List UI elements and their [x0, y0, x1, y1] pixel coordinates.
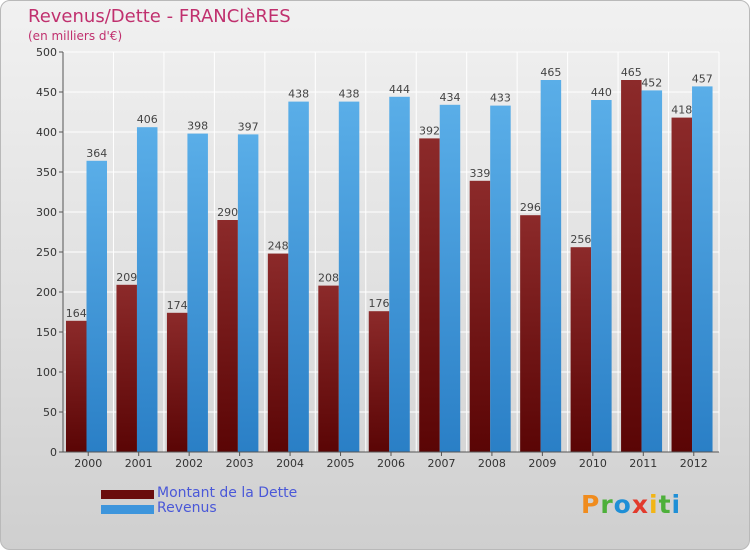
data-label-debt: 248	[268, 240, 289, 253]
y-tick-label: 450	[36, 86, 57, 99]
logo-letter: P	[581, 490, 601, 519]
data-label-debt: 290	[217, 206, 238, 219]
data-label-debt: 465	[621, 66, 642, 79]
y-tick-label: 0	[50, 446, 57, 459]
x-tick-label: 2004	[276, 457, 304, 470]
legend-label-debt: Montant de la Dette	[157, 485, 298, 501]
bar-revenue	[641, 90, 663, 453]
bar-revenue	[338, 101, 360, 452]
x-tick-label: 2007	[427, 457, 455, 470]
logo-letter: o	[613, 490, 632, 519]
x-tick-label: 2009	[528, 457, 556, 470]
data-label-debt: 174	[167, 299, 188, 312]
chart-title: Revenus/Dette - FRANClèRES	[28, 6, 291, 27]
bar-revenue	[439, 104, 461, 453]
logo-letter: r	[600, 490, 614, 519]
bar-debt	[116, 284, 137, 452]
x-tick-label: 2003	[226, 457, 254, 470]
x-tick-label: 2005	[327, 457, 355, 470]
y-tick-label: 250	[36, 246, 57, 259]
x-tick-label: 2006	[377, 457, 405, 470]
data-label-revenue: 438	[339, 88, 360, 101]
chart-subtitle: (en milliers d'€)	[28, 29, 123, 43]
bar-debt	[570, 247, 592, 452]
logo-letter: x	[631, 490, 649, 519]
x-tick-label: 2008	[478, 457, 506, 470]
data-label-revenue: 457	[692, 72, 713, 85]
bar-revenue	[540, 80, 562, 452]
bar-debt	[318, 285, 339, 452]
bar-revenue	[591, 100, 612, 452]
data-label-revenue: 465	[540, 66, 561, 79]
bar-debt	[66, 320, 87, 452]
data-label-revenue: 438	[288, 88, 309, 101]
y-tick-label: 100	[36, 366, 57, 379]
data-label-revenue: 452	[641, 76, 662, 89]
bar-revenue	[86, 160, 107, 453]
bar-debt	[469, 180, 491, 453]
x-tick-label: 2011	[629, 457, 657, 470]
logo-letter: i	[649, 490, 659, 519]
data-label-revenue: 397	[238, 120, 259, 133]
y-tick-label: 300	[36, 206, 57, 219]
bar-debt	[368, 311, 390, 452]
bar-revenue	[187, 133, 208, 452]
data-label-revenue: 398	[187, 120, 208, 133]
data-label-revenue: 444	[389, 83, 410, 96]
data-label-debt: 256	[570, 233, 591, 246]
bar-debt	[166, 312, 188, 452]
data-label-debt: 176	[369, 297, 390, 310]
data-label-revenue: 364	[86, 147, 107, 160]
y-tick-label: 350	[36, 166, 57, 179]
data-label-debt: 392	[419, 124, 440, 137]
data-label-debt: 209	[116, 271, 137, 284]
logo-letter: i	[671, 490, 682, 519]
bar-revenue	[490, 105, 511, 452]
bar-debt	[621, 80, 642, 452]
bar-debt	[419, 138, 440, 452]
x-tick-label: 2010	[579, 457, 607, 470]
bar-revenue	[389, 96, 410, 453]
bar-debt	[267, 253, 289, 452]
proxiti-logo: Proxiti	[581, 490, 681, 519]
x-tick-label: 2012	[680, 457, 708, 470]
legend-swatch-revenue	[101, 505, 154, 514]
bar-revenue	[692, 86, 713, 453]
y-tick-label: 150	[36, 326, 57, 339]
data-label-debt: 296	[520, 201, 541, 214]
data-label-revenue: 440	[591, 86, 612, 99]
data-label-revenue: 406	[137, 113, 158, 126]
x-tick-label: 2001	[125, 457, 153, 470]
data-label-debt: 164	[66, 307, 87, 320]
bar-revenue	[288, 101, 309, 452]
data-label-debt: 208	[318, 272, 339, 285]
data-label-revenue: 434	[439, 91, 460, 104]
legend-swatch-debt	[101, 490, 154, 499]
bar-debt	[217, 220, 238, 452]
data-label-debt: 339	[469, 167, 490, 180]
x-tick-label: 2000	[74, 457, 102, 470]
logo-letter: t	[658, 490, 672, 519]
bar-revenue	[136, 127, 158, 452]
data-label-debt: 418	[671, 104, 692, 117]
y-tick-label: 200	[36, 286, 57, 299]
y-tick-label: 500	[36, 46, 57, 59]
bar-debt	[520, 215, 541, 452]
y-tick-label: 400	[36, 126, 57, 139]
legend-label-revenue: Revenus	[157, 500, 217, 516]
x-tick-label: 2002	[175, 457, 203, 470]
bar-revenue	[237, 134, 259, 452]
y-tick-label: 50	[43, 406, 57, 419]
data-label-revenue: 433	[490, 92, 511, 105]
bar-debt	[671, 117, 693, 452]
